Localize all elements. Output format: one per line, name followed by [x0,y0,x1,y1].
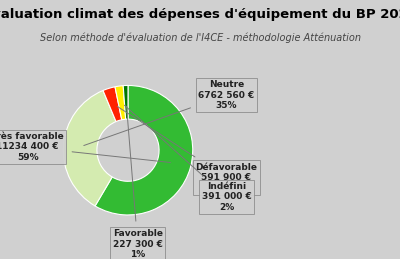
Text: Défavorable
591 900 €
3%: Défavorable 591 900 € 3% [117,106,258,192]
Text: Evaluation climat des dépenses d'équipement du BP 2022: Evaluation climat des dépenses d'équipem… [0,8,400,21]
Text: Favorable
227 300 €
1%: Favorable 227 300 € 1% [113,106,163,259]
Wedge shape [95,85,193,215]
Wedge shape [123,85,128,119]
Text: Selon méthode d'évaluation de l'I4CE - méthodologie Atténuation: Selon méthode d'évaluation de l'I4CE - m… [40,32,360,43]
Wedge shape [115,86,126,120]
Text: Neutre
6762 560 €
35%: Neutre 6762 560 € 35% [84,80,254,146]
Wedge shape [63,90,116,206]
Wedge shape [103,87,122,121]
Text: Indéfini
391 000 €
2%: Indéfini 391 000 € 2% [124,105,251,212]
Text: Très favorable
11234 400 €
59%: Très favorable 11234 400 € 59% [0,132,170,162]
